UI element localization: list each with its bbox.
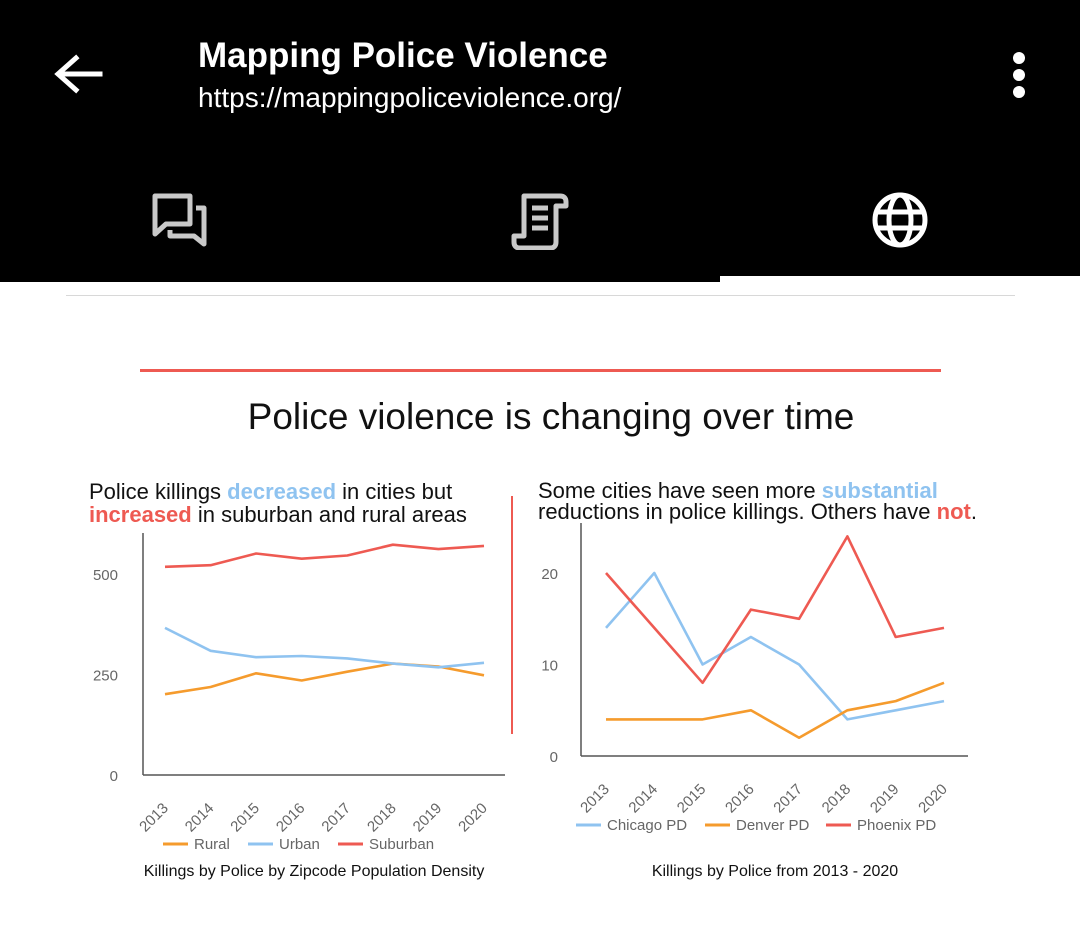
- tab-discussion[interactable]: [0, 170, 360, 270]
- tab-document[interactable]: [360, 170, 720, 270]
- y-tick-label: 0: [110, 768, 118, 785]
- right-subtitle-text: reductions in police killings. Others ha…: [538, 499, 937, 524]
- x-tick-label: 2017: [318, 800, 354, 836]
- divider: [66, 295, 1015, 296]
- x-tick-label: 2019: [867, 781, 903, 817]
- left-subtitle-highlight-red: increased: [89, 502, 192, 527]
- back-button[interactable]: [48, 48, 108, 100]
- x-tick-label: 2016: [722, 781, 758, 817]
- left-subtitle-text: Police killings: [89, 479, 228, 504]
- section-heading: Police violence is changing over time: [247, 396, 855, 437]
- right-subtitle: Some cities have seen more substantial r…: [538, 478, 977, 524]
- legend-label: Chicago PD: [607, 817, 687, 834]
- arrow-left-icon: [54, 54, 103, 94]
- y-tick-label: 0: [550, 749, 558, 766]
- legend-label: Suburban: [369, 836, 434, 853]
- left-chart-caption: Killings by Police by Zipcode Population…: [143, 863, 485, 880]
- series-line-phoenix-pd: [605, 535, 945, 685]
- globe-icon: [872, 192, 928, 248]
- y-tick-label: 250: [93, 668, 118, 685]
- right-subtitle-highlight-blue: substantial: [821, 478, 938, 503]
- page-title: Mapping Police Violence: [198, 36, 608, 75]
- right-chart-caption: Killings by Police from 2013 - 2020: [651, 863, 899, 880]
- left-subtitle: Police killings decreased in cities but …: [89, 480, 467, 526]
- legend-label: Phoenix PD: [857, 817, 936, 834]
- x-tick-label: 2018: [364, 800, 400, 836]
- left-subtitle-text: in cities but: [336, 479, 453, 504]
- page-url: https://mappingpoliceviolence.org/: [198, 82, 622, 113]
- density-line-chart: 0 250 500 2013 2014 2015 2016 2017 2018 2019 2020 R…: [93, 533, 505, 853]
- left-subtitle-text: in suburban and rural areas: [191, 502, 467, 527]
- more-vert-icon: [1013, 52, 1025, 98]
- legend-label: Denver PD: [736, 817, 810, 834]
- right-subtitle-highlight-red: not: [936, 499, 971, 524]
- chart-separator: [511, 496, 513, 734]
- city-line-chart: 0 10 20 2013 2014 2015 2016 2017 2018 2019 2020 Chi…: [541, 523, 968, 834]
- series-line-denver-pd: [606, 681, 945, 740]
- y-tick-label: 500: [93, 567, 118, 584]
- series-line-urban: [164, 626, 485, 669]
- x-tick-label: 2013: [136, 800, 172, 836]
- right-subtitle-text: .: [970, 499, 977, 524]
- y-tick-label: 10: [541, 658, 558, 675]
- x-tick-label: 2014: [625, 781, 661, 817]
- series-line-suburban: [164, 543, 485, 569]
- app-bar: Mapping Police Violence https://mappingp…: [0, 0, 1080, 282]
- legend-label: Rural: [194, 836, 230, 853]
- forum-icon: [152, 193, 207, 247]
- x-tick-label: 2016: [273, 800, 309, 836]
- x-tick-label: 2018: [819, 781, 855, 817]
- x-tick-label: 2017: [770, 781, 806, 817]
- right-subtitle-text: Some cities have seen more: [538, 478, 822, 503]
- tab-website[interactable]: [720, 170, 1080, 270]
- document-icon: [511, 193, 569, 250]
- overflow-menu-button[interactable]: [1000, 48, 1038, 102]
- x-tick-label: 2015: [674, 781, 710, 817]
- x-tick-label: 2020: [455, 800, 491, 836]
- x-tick-label: 2019: [410, 800, 446, 836]
- series-line-chicago-pd: [605, 571, 945, 721]
- y-tick-label: 20: [541, 566, 558, 583]
- x-tick-label: 2014: [182, 800, 218, 836]
- active-tab-indicator: [720, 276, 1080, 282]
- section-rule: [140, 369, 941, 372]
- left-subtitle-highlight-blue: decreased: [227, 479, 337, 504]
- x-tick-label: 2013: [577, 781, 613, 817]
- x-tick-label: 2020: [915, 781, 951, 817]
- x-tick-label: 2015: [227, 800, 263, 836]
- legend-label: Urban: [279, 836, 320, 853]
